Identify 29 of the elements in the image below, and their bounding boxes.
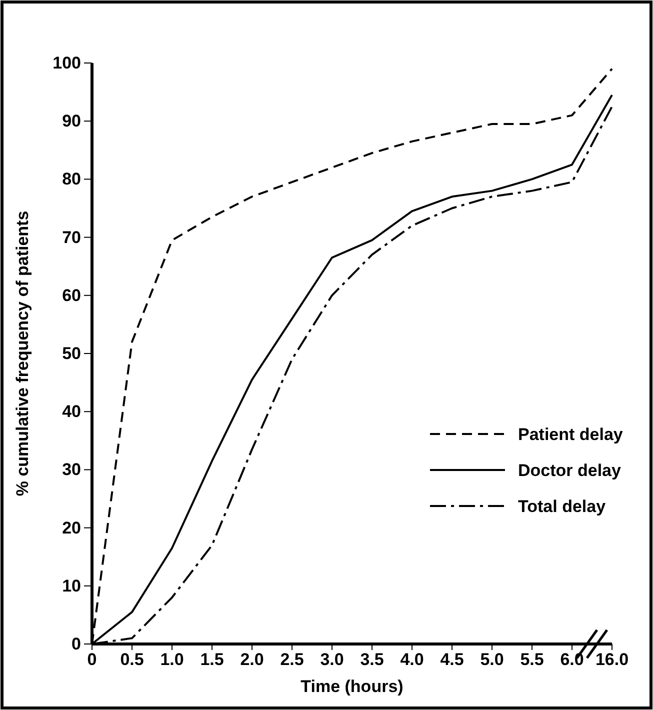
y-tick-label: 80 bbox=[62, 170, 81, 189]
x-tick-label: 2.0 bbox=[240, 650, 264, 670]
x-tick-label: 1.5 bbox=[200, 650, 224, 670]
y-tick-label: 20 bbox=[62, 518, 81, 538]
y-tick-label: 100 bbox=[52, 53, 81, 72]
x-tick-label: 5.0 bbox=[480, 650, 504, 670]
legend-label: Doctor delay bbox=[518, 461, 622, 480]
y-tick-label: 50 bbox=[62, 344, 81, 363]
legend-label: Total delay bbox=[518, 497, 606, 516]
x-tick-label: 4.5 bbox=[440, 650, 464, 670]
x-tick-label: 2.5 bbox=[280, 650, 304, 670]
x-tick-label: 0 bbox=[87, 650, 97, 670]
x-tick-label: 16.0 bbox=[595, 650, 629, 670]
x-axis-title: Time (hours) bbox=[300, 677, 404, 696]
y-tick-label: 0 bbox=[72, 634, 81, 654]
x-tick-label: 5.5 bbox=[520, 650, 544, 670]
y-tick-label: 90 bbox=[62, 112, 81, 131]
y-tick-label: 70 bbox=[62, 228, 81, 247]
legend-label: Patient delay bbox=[518, 425, 624, 444]
x-tick-label: 4.0 bbox=[400, 650, 424, 670]
x-tick-label: 3.5 bbox=[360, 650, 384, 670]
y-tick-label: 30 bbox=[62, 460, 81, 480]
y-tick-label: 60 bbox=[62, 286, 81, 305]
x-tick-label: 3.0 bbox=[320, 650, 344, 670]
y-axis-title: % cumulative frequency of patients bbox=[13, 210, 32, 496]
y-tick-label: 40 bbox=[62, 402, 81, 422]
x-tick-label: 0.5 bbox=[120, 650, 144, 670]
x-tick-label: 1.0 bbox=[160, 650, 184, 670]
y-tick-label: 10 bbox=[62, 576, 81, 596]
